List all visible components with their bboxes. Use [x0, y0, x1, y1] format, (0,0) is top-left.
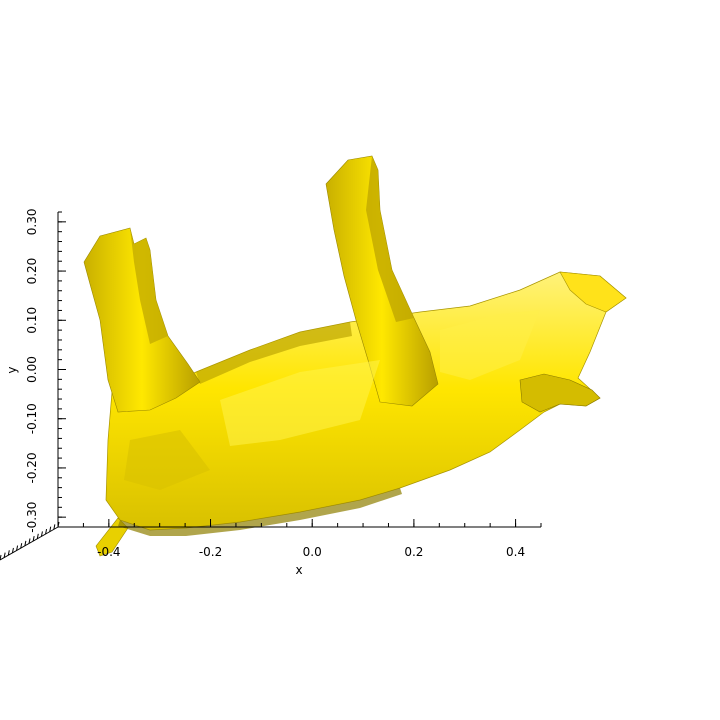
z-axis-ticks: [0, 521, 60, 561]
y-tick-label: -0.30: [25, 502, 39, 533]
mesh-left-leg-ridge: [130, 228, 168, 344]
z-minor-tick: [53, 524, 56, 530]
mesh-ear: [559, 271, 627, 313]
mesh-right-leg-ridge: [366, 156, 414, 322]
y-tick-label: 0.20: [25, 258, 39, 285]
z-minor-tick: [45, 528, 48, 535]
y-tick-label: 0.00: [25, 356, 39, 383]
z-minor-tick: [49, 526, 52, 532]
z-minor-tick: [36, 533, 39, 539]
mesh-belly-shadow: [118, 488, 402, 536]
z-minor-tick: [40, 531, 43, 537]
mesh-left-leg: [83, 227, 201, 413]
z-minor-tick: [0, 554, 2, 561]
z-minor-tick: [7, 550, 10, 556]
x-axis-title: x: [295, 563, 302, 577]
y-tick-label: 0.30: [25, 208, 39, 235]
x-tick-label: 0.2: [404, 545, 423, 559]
mesh-facet-highlight: [440, 310, 540, 380]
x-tick-label: -0.4: [97, 545, 120, 559]
mesh-back-shadow: [196, 322, 352, 384]
mesh-head: [519, 373, 601, 413]
z-minor-tick: [16, 545, 19, 551]
z-minor-tick: [24, 540, 27, 546]
z-minor-tick: [3, 552, 6, 558]
y-tick-label: -0.10: [25, 403, 39, 434]
y-tick-label: -0.20: [25, 452, 39, 483]
yellow-mesh-surface: [83, 155, 627, 557]
z-minor-tick: [20, 543, 23, 549]
x-tick-label: 0.0: [303, 545, 322, 559]
z-minor-tick: [28, 538, 31, 544]
y-axis-title: y: [5, 366, 19, 373]
x-axis-ticks: -0.4 -0.2 0.0 0.2 0.4: [57, 519, 542, 559]
mesh-facet-highlight: [220, 360, 380, 446]
axes: -0.4 -0.2 0.0 0.2 0.4 0.30 0.20 0.10 0.00 -0.10 -…: [0, 208, 542, 577]
z-minor-tick: [11, 547, 14, 554]
y-tick-label: 0.10: [25, 307, 39, 334]
x-tick-label: -0.2: [199, 545, 222, 559]
z-minor-tick: [32, 536, 35, 542]
mesh-facet-shadow: [124, 430, 210, 490]
x-tick-label: 0.4: [506, 545, 525, 559]
y-axis-ticks: 0.30 0.20 0.10 0.00 -0.10 -0.20 -0.30: [25, 208, 66, 533]
